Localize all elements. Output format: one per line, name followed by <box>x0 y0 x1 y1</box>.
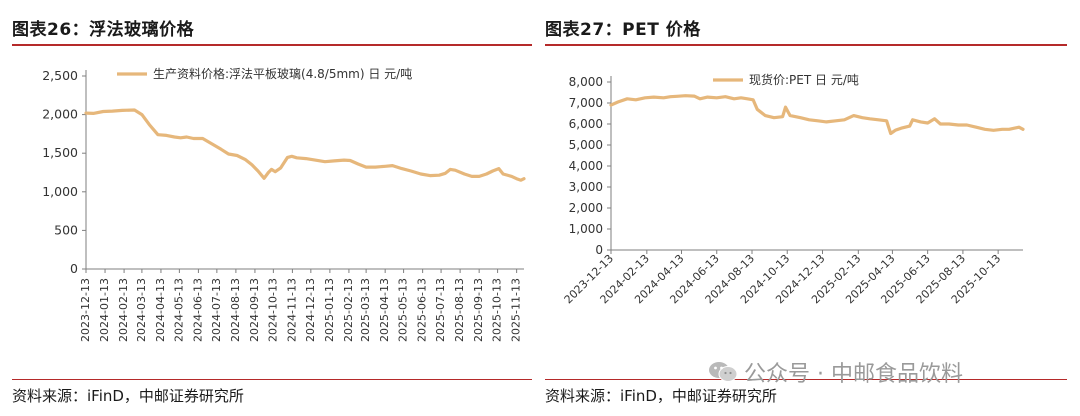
source-note: 资料来源：iFinD，中邮证券研究所 <box>545 387 777 405</box>
watermark: 公众号 · 中邮食品饮料 <box>708 356 963 388</box>
y-tick-label: 3,000 <box>569 180 603 194</box>
wechat-icon <box>708 360 738 384</box>
x-tick-label: 2024-01-13 <box>98 278 111 342</box>
panel-title: 图表27：PET 价格 <box>545 20 701 40</box>
glass-price-panel: 图表26：浮法玻璃价格 0 500 1,000 1,500 2,000 2,500 2023… <box>12 0 542 416</box>
watermark-text: 公众号 · 中邮食品饮料 <box>744 362 963 387</box>
legend-label: 现货价:PET 日 元/吨 <box>749 72 859 87</box>
y-tick-label: 2,500 <box>42 68 78 83</box>
x-tick-label: 2024-11-13 <box>285 278 298 342</box>
x-tick-label: 2024-08-13 <box>229 278 242 342</box>
series-line <box>609 94 1025 136</box>
pet-price-chart: 0 1,000 2,000 3,000 4,000 5,000 6,000 7,000 8,00… <box>562 72 1025 306</box>
title-rule <box>545 44 1067 46</box>
y-tick-label: 7,000 <box>569 96 603 110</box>
x-tick-label: 2025-11-13 <box>510 278 523 342</box>
x-tick-label: 2025-01-13 <box>323 278 336 342</box>
x-tick-label: 2025-03-13 <box>359 278 372 342</box>
y-tick-label: 500 <box>54 222 78 237</box>
x-tick-label: 2024-05-13 <box>172 278 185 342</box>
y-tick-label: 0 <box>595 243 603 257</box>
x-tick-label: 2024-10-13 <box>266 278 279 342</box>
pet-price-panel: 图表27：PET 价格 0 1,000 2,000 3,000 4,000 5,000 6,… <box>545 0 1075 416</box>
y-tick-label: 0 <box>70 261 78 276</box>
y-tick-label: 2,000 <box>569 201 603 215</box>
x-tick-label: 2024-07-13 <box>210 278 223 342</box>
y-tick-label: 4,000 <box>569 159 603 173</box>
y-tick-label: 1,000 <box>42 184 78 199</box>
x-tick-label: 2023-12-13 <box>79 278 92 342</box>
x-tick-label: 2025-05-13 <box>397 278 410 342</box>
x-tick-label: 2025-09-13 <box>472 278 485 342</box>
x-tick-label: 2024-12-13 <box>304 278 317 342</box>
source-rule <box>12 379 532 380</box>
x-tick-label: 2025-02-13 <box>342 278 355 342</box>
source-note: 资料来源：iFinD，中邮证券研究所 <box>12 387 244 405</box>
source-rule <box>545 379 1067 380</box>
y-tick-label: 6,000 <box>569 117 603 131</box>
y-tick-label: 8,000 <box>569 75 603 89</box>
panel-title: 图表26：浮法玻璃价格 <box>12 20 195 40</box>
y-tick-label: 5,000 <box>569 138 603 152</box>
x-tick-label: 2024-06-13 <box>191 278 204 342</box>
y-tick-label: 1,500 <box>42 145 78 160</box>
glass-price-chart: 0 500 1,000 1,500 2,000 2,500 2023-12-13 2024-0… <box>42 66 526 342</box>
x-tick-label: 2025-04-13 <box>378 278 391 342</box>
title-rule <box>12 44 532 46</box>
x-tick-label: 2025-10-13 <box>491 278 504 342</box>
y-tick-label: 1,000 <box>569 222 603 236</box>
x-tick-label: 2024-03-13 <box>135 278 148 342</box>
x-tick-label: 2024-09-13 <box>248 278 261 342</box>
legend-label: 生产资料价格:浮法平板玻璃(4.8/5mm) 日 元/吨 <box>153 66 412 81</box>
x-tick-label: 2024-02-13 <box>117 278 130 342</box>
x-tick-label: 2025-07-13 <box>434 278 447 342</box>
series-line <box>84 108 526 182</box>
x-tick-label: 2025-06-13 <box>416 278 429 342</box>
x-tick-label: 2024-04-13 <box>154 278 167 342</box>
x-tick-label: 2025-08-13 <box>453 278 466 342</box>
y-tick-label: 2,000 <box>42 107 78 122</box>
